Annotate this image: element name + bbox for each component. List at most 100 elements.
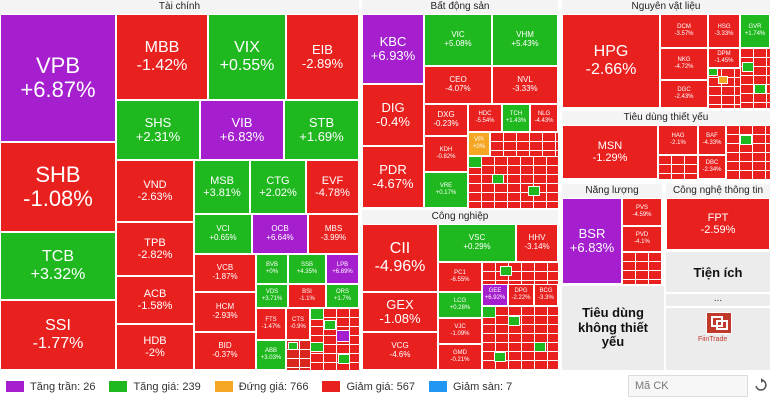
tile-VRE[interactable]: VRE +0.17%	[424, 172, 468, 208]
tile-PVS[interactable]: PVS -4.59%	[622, 198, 662, 226]
tile-EVF[interactable]: EVF -4.78%	[306, 160, 359, 214]
tile-GEE[interactable]: GEE +6.92%	[482, 284, 508, 306]
tile-MBB[interactable]: MBB -1.42%	[116, 14, 208, 100]
sector-title-real-estate[interactable]: Bất động sản	[362, 0, 558, 14]
tile-ABB[interactable]: ABB +3.03%	[256, 340, 286, 370]
tile-DBC[interactable]: DBC -2.34%	[698, 155, 726, 179]
small-tile[interactable]	[742, 62, 754, 72]
small-tile[interactable]	[338, 354, 350, 364]
tile-SHS[interactable]: SHS +2.31%	[116, 100, 200, 160]
tile-BID[interactable]: BID -0.37%	[194, 332, 256, 370]
tile-VIX[interactable]: VIX +0.55%	[208, 14, 286, 100]
tile-EIB[interactable]: EIB -2.89%	[286, 14, 359, 100]
tile-CEO[interactable]: CEO -4.07%	[424, 66, 492, 104]
tile-VCI[interactable]: VCI +0.65%	[194, 214, 252, 254]
sector-title-finance[interactable]: Tài chính	[0, 0, 359, 14]
stock-code-search-input[interactable]	[628, 375, 748, 397]
tile-NKG[interactable]: NKG -4.72%	[660, 48, 708, 80]
tile-NVL[interactable]: NVL -3.33%	[492, 66, 558, 104]
small-tile[interactable]	[468, 156, 482, 168]
tile-SHB[interactable]: SHB -1.08%	[0, 142, 116, 232]
tile-ORS[interactable]: ORS +1.7%	[326, 284, 359, 308]
tile-HDC[interactable]: HDC -5.54%	[468, 104, 502, 132]
tile-VDS[interactable]: VDS +3.71%	[256, 284, 288, 308]
small-tiles-cluster[interactable]	[286, 340, 310, 370]
sector-title-it[interactable]: Công nghệ thông tin	[666, 184, 770, 198]
small-tiles-cluster[interactable]	[482, 306, 558, 370]
tile-ACB[interactable]: ACB -1.58%	[116, 276, 194, 324]
small-tile[interactable]	[708, 68, 718, 76]
tile-STB[interactable]: STB +1.69%	[284, 100, 359, 160]
tile-KDH[interactable]: KDH -0.82%	[424, 136, 468, 172]
tile-VPI[interactable]: VPI +0%	[468, 132, 490, 156]
tile-CTG[interactable]: CTG +2.02%	[250, 160, 306, 214]
tile-PVD[interactable]: PVD -4.1%	[622, 226, 662, 252]
small-tile[interactable]	[492, 174, 504, 184]
small-tiles-cluster[interactable]	[310, 308, 359, 370]
small-tiles-cluster[interactable]	[740, 48, 770, 108]
tile-DIG[interactable]: DIG -0.4%	[362, 84, 424, 146]
more-sectors[interactable]: ...	[666, 294, 770, 306]
small-tile[interactable]	[310, 308, 324, 320]
small-tiles-cluster[interactable]	[468, 156, 558, 208]
refresh-icon[interactable]	[754, 378, 768, 396]
tile-PC1[interactable]: PC1 -6.55%	[438, 262, 482, 292]
tile-VIC[interactable]: VIC +5.08%	[424, 14, 492, 66]
tile-HDB[interactable]: HDB -2%	[116, 324, 194, 370]
tile-DPG[interactable]: DPG -2.22%	[508, 284, 534, 306]
tile-GVR[interactable]: GVR +1.74%	[740, 14, 770, 48]
tile-VHM[interactable]: VHM +5.43%	[492, 14, 558, 66]
small-tile[interactable]	[534, 342, 546, 352]
small-tile[interactable]	[718, 76, 728, 84]
tile-LPB[interactable]: LPB +6.89%	[326, 254, 359, 284]
tile-CTS[interactable]: CTS -0.9%	[286, 308, 310, 340]
tile-MSB[interactable]: MSB +3.81%	[194, 160, 250, 214]
tile-FPT[interactable]: FPT -2.59%	[666, 198, 770, 250]
tile-GMD[interactable]: GMD -0.21%	[438, 344, 482, 370]
tile-BCG[interactable]: BCG -3.3%	[534, 284, 558, 306]
small-tiles-cluster[interactable]	[658, 155, 698, 179]
sector-utilities[interactable]: Tiện ích	[666, 252, 770, 292]
small-tiles-cluster[interactable]	[708, 68, 740, 108]
small-tile[interactable]	[508, 316, 520, 326]
tile-TCH[interactable]: TCH +1.43%	[502, 104, 530, 132]
tile-SSI[interactable]: SSI -1.77%	[0, 300, 116, 370]
tile-VJC[interactable]: VJC -1.09%	[438, 318, 482, 344]
sector-title-energy[interactable]: Năng lượng	[562, 184, 662, 198]
small-tile[interactable]	[494, 352, 506, 362]
tile-MSN[interactable]: MSN -1.29%	[562, 125, 658, 179]
small-tiles-cluster[interactable]	[482, 262, 558, 284]
small-tile[interactable]	[500, 266, 512, 276]
tile-TCB[interactable]: TCB +3.32%	[0, 232, 116, 300]
tile-LCG[interactable]: LCG +0.28%	[438, 292, 482, 318]
tile-CII[interactable]: CII -4.96%	[362, 224, 438, 292]
tile-HAG[interactable]: HAG -2.1%	[658, 125, 698, 155]
small-tiles-cluster[interactable]	[490, 132, 558, 156]
tile-HSG[interactable]: HSG -3.33%	[708, 14, 740, 48]
tile-DXG[interactable]: DXG -0.23%	[424, 104, 468, 136]
tile-VSC[interactable]: VSC +0.29%	[438, 224, 516, 262]
tile-BAF[interactable]: BAF -4.33%	[698, 125, 726, 155]
small-tiles-cluster[interactable]	[726, 125, 770, 179]
tile-SSB[interactable]: SSB +4.35%	[288, 254, 326, 284]
small-tile[interactable]	[310, 342, 324, 352]
tile-BVB[interactable]: BVB +0%	[256, 254, 288, 284]
tile-PDR[interactable]: PDR -4.67%	[362, 146, 424, 208]
tile-BSI[interactable]: BSI -1.1%	[288, 284, 326, 308]
small-tile[interactable]	[740, 135, 752, 145]
tile-VND[interactable]: VND -2.63%	[116, 160, 194, 222]
tile-VCG[interactable]: VCG -4.6%	[362, 332, 438, 370]
sector-title-materials[interactable]: Nguyên vật liệu	[562, 0, 770, 14]
sector-title-industrial[interactable]: Công nghiệp	[362, 210, 558, 224]
tile-TPB[interactable]: TPB -2.82%	[116, 222, 194, 276]
tile-OCB[interactable]: OCB +6.64%	[252, 214, 308, 254]
tile-HPG[interactable]: HPG -2.66%	[562, 14, 660, 108]
tile-GEX[interactable]: GEX -1.08%	[362, 292, 438, 332]
tile-VCB[interactable]: VCB -1.87%	[194, 254, 256, 292]
small-tile[interactable]	[528, 186, 540, 196]
small-tile[interactable]	[324, 320, 336, 330]
small-tiles-cluster[interactable]	[622, 252, 662, 284]
sector-consumer-discretionary[interactable]: Tiêu dùng không thiết yếu	[562, 286, 664, 370]
small-tile[interactable]	[482, 306, 496, 318]
tile-FTS[interactable]: FTS -1.47%	[256, 308, 286, 340]
